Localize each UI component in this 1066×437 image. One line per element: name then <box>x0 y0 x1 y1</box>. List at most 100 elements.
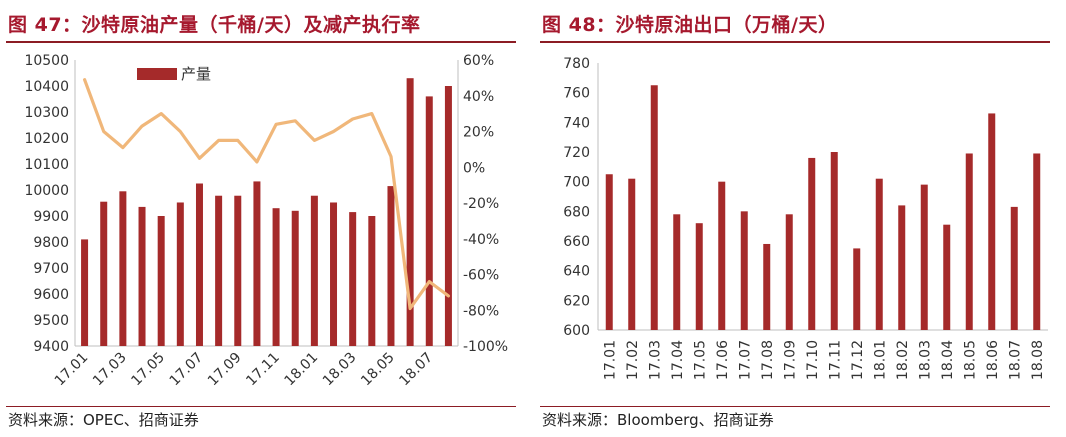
export-bar <box>605 174 613 330</box>
right-chart-source: 资料来源：Bloomberg、招商证券 <box>542 411 774 429</box>
x-tick-label: 17.05 <box>128 350 168 390</box>
right-y-tick-label: -20% <box>463 196 499 212</box>
left-source-rule <box>6 406 516 407</box>
x-tick-label: 17.03 <box>647 340 663 380</box>
right-title-rule <box>540 41 1050 43</box>
export-bar <box>965 153 973 330</box>
x-tick-label: 17.09 <box>782 340 798 380</box>
left-y-tick-label: 9800 <box>33 235 69 251</box>
right-source-rule <box>540 406 1050 407</box>
x-tick-label: 18.04 <box>940 340 956 380</box>
x-tick-label: 17.11 <box>827 340 843 380</box>
production-bar <box>195 183 203 346</box>
production-bar <box>215 195 223 346</box>
cut-compliance-line <box>82 78 450 311</box>
right-y-tick-label: 20% <box>463 125 494 141</box>
x-tick-label: 17.05 <box>692 340 708 380</box>
x-tick-label: 18.03 <box>917 340 933 380</box>
x-tick-label: 18.05 <box>962 340 978 380</box>
production-bar <box>100 201 108 346</box>
x-tick-label: 17.02 <box>625 340 641 380</box>
export-bar <box>718 181 726 330</box>
left-chart-source: 资料来源：OPEC、招商证券 <box>8 411 199 429</box>
left-y-tick-label: 9500 <box>33 313 69 329</box>
x-tick-label: 18.02 <box>895 340 911 380</box>
export-bar <box>1010 206 1018 330</box>
left-y-tick-label: 10000 <box>24 183 69 199</box>
x-tick-label: 17.06 <box>715 340 731 380</box>
export-bar <box>988 113 996 330</box>
production-bar <box>387 186 395 346</box>
production-bar <box>330 202 338 346</box>
export-bar <box>740 211 748 330</box>
right-chart-panel: 图 48：沙特原油出口（万桶/天） 600 620 640 660 680 700 720 7… <box>534 0 1054 437</box>
x-tick-label: 17.03 <box>90 350 130 390</box>
right-chart-title: 图 48：沙特原油出口（万桶/天） <box>542 14 838 36</box>
export-bar <box>650 85 658 330</box>
production-bar <box>253 181 261 346</box>
x-tick-label: 18.06 <box>985 340 1001 380</box>
production-bar <box>425 96 433 347</box>
export-bar <box>853 248 861 330</box>
right-y-tick-label: 0% <box>463 160 485 176</box>
production-bar <box>310 195 318 346</box>
production-bar <box>138 206 146 346</box>
production-bar <box>368 216 376 346</box>
right-chart-svg: 600 620 640 660 680 700 720 740 760 780 17.01 17.02… <box>563 56 1048 380</box>
y-tick-label: 680 <box>563 204 590 220</box>
left-y-tick-label: 10100 <box>24 157 69 173</box>
x-tick-label: 18.01 <box>872 340 888 380</box>
export-bar <box>875 178 883 330</box>
x-tick-label: 17.11 <box>243 350 283 390</box>
x-tick-label: 17.01 <box>602 340 618 380</box>
left-y-tick-label: 10500 <box>24 53 69 69</box>
right-y-tick-label: 60% <box>463 53 494 69</box>
left-chart-svg: 9400 9500 9600 9700 9800 9900 10000 10100 10200 1… <box>24 53 508 390</box>
right-y-tick-label: -80% <box>463 303 499 319</box>
export-bar <box>830 152 838 330</box>
y-tick-label: 740 <box>563 115 590 131</box>
left-chart-panel: 图 47：沙特原油产量（千桶/天）及减产执行率 9400 9500 9600 9700… <box>0 0 520 437</box>
export-bar <box>673 214 681 330</box>
export-bar <box>943 224 951 330</box>
export-bar <box>785 214 793 330</box>
left-y-tick-label: 9600 <box>33 287 69 303</box>
left-y-tick-label: 10300 <box>24 105 69 121</box>
x-tick-label: 18.08 <box>1030 340 1046 380</box>
production-bar <box>406 78 414 346</box>
x-tick-label: 17.09 <box>205 350 245 390</box>
x-tick-label: 17.07 <box>167 350 207 390</box>
y-tick-label: 760 <box>563 86 590 102</box>
legend-swatch <box>137 68 177 80</box>
production-bar <box>81 239 89 346</box>
export-bar <box>920 184 928 330</box>
y-tick-label: 660 <box>563 234 590 250</box>
right-y-tick-label: -100% <box>463 339 508 355</box>
x-tick-label: 17.04 <box>670 340 686 380</box>
x-tick-label: 18.07 <box>396 350 436 390</box>
export-bar <box>1033 153 1041 330</box>
export-bar <box>628 178 636 330</box>
production-bar <box>272 208 280 346</box>
left-y-tick-label: 10400 <box>24 79 69 95</box>
export-bar <box>695 223 703 330</box>
x-tick-label: 17.12 <box>850 340 866 380</box>
y-tick-label: 720 <box>563 145 590 161</box>
right-y-tick-label: -60% <box>463 268 499 284</box>
y-tick-label: 640 <box>563 264 590 280</box>
x-tick-label: 18.03 <box>320 350 360 390</box>
production-bar <box>176 202 184 346</box>
y-tick-label: 600 <box>563 323 590 339</box>
production-bar <box>291 210 299 346</box>
left-title-rule <box>6 41 516 43</box>
legend-label: 产量 <box>181 65 211 83</box>
production-bar <box>444 86 452 346</box>
left-y-tick-label: 9400 <box>33 339 69 355</box>
production-bar <box>234 195 242 346</box>
export-bar <box>763 243 771 330</box>
production-bar <box>157 216 165 346</box>
x-tick-label: 17.10 <box>805 340 821 380</box>
y-tick-label: 780 <box>563 56 590 72</box>
x-tick-label: 18.07 <box>1007 340 1023 380</box>
x-tick-label: 18.01 <box>282 350 322 390</box>
